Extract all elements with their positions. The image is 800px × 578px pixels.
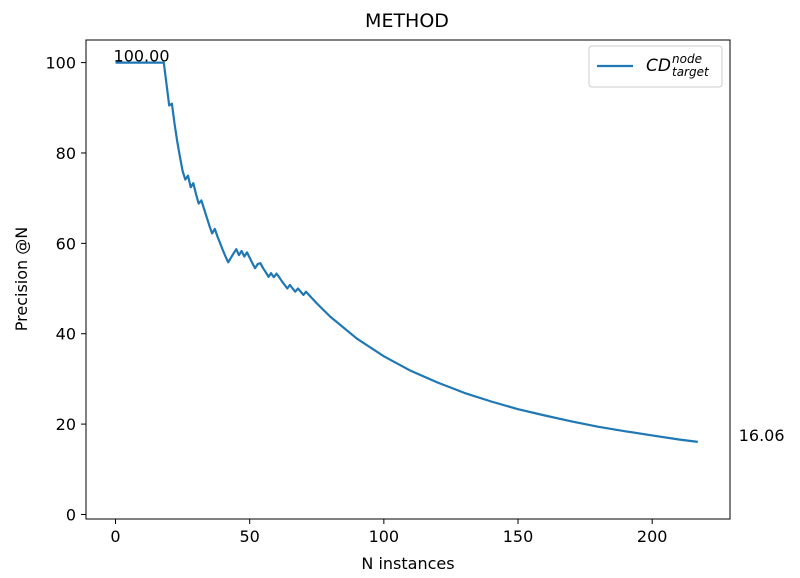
x-tick-label: 200 [637,527,668,546]
data-label: 100.00 [114,47,170,66]
legend: CDnode target [588,45,723,88]
x-tick-label: 150 [503,527,534,546]
x-tick-label: 0 [110,527,120,546]
legend-label-main: CD [646,56,671,76]
plot-area-frame [85,39,731,520]
y-tick-label: 60 [56,234,76,253]
y-axis-ticks: 0 20 40 60 80 100 [45,54,86,524]
x-tick-label: 50 [240,527,260,546]
annotation-layer: 100.00 16.06 [114,47,785,445]
series-layer [115,61,698,443]
y-tick-label: 100 [45,54,76,73]
data-label: 16.06 [739,426,785,445]
x-axis-ticks: 0 50 100 150 200 [110,519,667,546]
legend-label-subscript: target [672,65,710,79]
y-tick-label: 20 [56,415,76,434]
series-line-0 [115,61,698,443]
y-tick-label: 0 [66,505,76,524]
legend-box [588,45,723,88]
legend-label-superscript: node [672,52,702,66]
x-tick-label: 100 [369,527,400,546]
legend-label: CDnode target [646,52,710,79]
y-tick-label: 80 [56,144,76,163]
x-axis-label: N instances [361,554,454,573]
y-tick-label: 40 [56,325,76,344]
chart-title: METHOD [365,10,449,32]
y-axis-label: Precision @N [12,227,31,331]
